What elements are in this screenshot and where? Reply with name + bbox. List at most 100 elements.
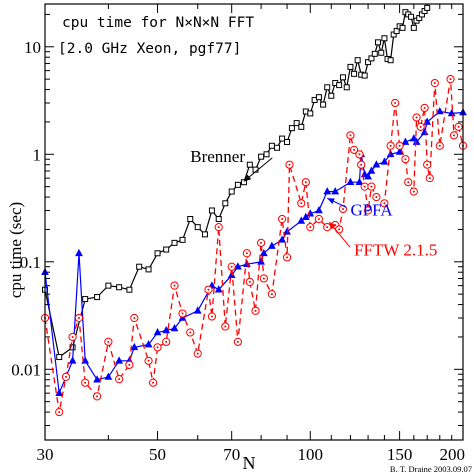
plot-frame (44, 3, 464, 441)
credit-text: B. T. Draine 2003.09.07 (390, 464, 472, 474)
chart-title-line-2: [2.0 GHz Xeon, pgf77] (58, 41, 241, 57)
data-point (328, 92, 335, 99)
data-point-center (165, 340, 168, 343)
data-point (367, 166, 376, 174)
data-point (435, 107, 444, 115)
data-point-center (248, 280, 251, 283)
data-point-center (358, 153, 361, 156)
data-point (193, 306, 202, 314)
data-point-center (128, 363, 131, 366)
data-point-center (300, 202, 303, 205)
annotation-arrowhead (329, 221, 337, 230)
data-point-center (457, 125, 460, 128)
data-point (162, 325, 171, 334)
data-point (214, 285, 223, 293)
data-point (284, 139, 291, 146)
data-point (278, 235, 286, 243)
data-point (409, 134, 418, 142)
data-point-center (353, 148, 356, 151)
data-point (179, 236, 186, 243)
data-point (130, 342, 139, 351)
data-point (201, 231, 208, 238)
data-point-center (133, 317, 136, 320)
data-point (227, 270, 236, 279)
data-point (93, 375, 101, 383)
data-point (354, 57, 361, 64)
data-point (410, 24, 417, 31)
chart-title-line-1: cpu time for N×N×N FFT (62, 15, 254, 31)
x-tick-label: 100 (298, 445, 324, 464)
data-point (347, 63, 354, 70)
x-axis-label: N (243, 453, 256, 473)
data-point-center (281, 218, 284, 221)
y-tick-label: 0.1 (20, 253, 41, 272)
data-point (381, 35, 388, 42)
data-point (408, 13, 415, 20)
data-point-center (309, 226, 312, 229)
data-point-center (118, 378, 121, 381)
annotation-fftw-2-1-5: FFTW 2.1.5 (328, 221, 437, 259)
data-point-center (254, 309, 257, 312)
axis-ticks (44, 4, 464, 440)
data-point-center (326, 226, 329, 229)
data-point-center (288, 163, 291, 166)
x-tick-label: 50 (149, 445, 166, 464)
data-point-center (107, 340, 110, 343)
data-point (301, 212, 310, 220)
data-point-center (428, 177, 431, 180)
annotation-arrowhead (327, 198, 335, 204)
data-point (395, 147, 404, 155)
data-point (320, 101, 327, 108)
data-point-center (224, 325, 227, 328)
data-point-center (196, 352, 199, 355)
data-point (412, 137, 421, 145)
data-point-center (438, 144, 441, 147)
data-point-center (375, 196, 378, 199)
annotation-label: FFTW 2.1.5 (354, 240, 437, 259)
data-point-center (317, 218, 320, 221)
data-point-center (262, 277, 265, 280)
data-point-center (71, 335, 74, 338)
annotation-label: GPFA (350, 200, 393, 219)
data-point (268, 142, 275, 149)
annotation-label: Brenner (190, 147, 245, 166)
data-point (336, 82, 343, 89)
data-point-center (389, 144, 392, 147)
data-point-center (217, 226, 220, 229)
annotation-gpfa: GPFA (327, 197, 393, 219)
data-point (234, 181, 241, 188)
annotation-arrowhead (243, 174, 252, 182)
data-point (346, 177, 355, 186)
tick-labels: 0.01 0.1 1 10 30 50 70 100 150 200 (11, 38, 465, 464)
data-point-center (173, 284, 176, 287)
data-point-center (77, 317, 80, 320)
data-point (75, 248, 83, 257)
series-brenner (42, 4, 431, 361)
data-point (246, 161, 253, 168)
data-point (116, 284, 123, 291)
data-point-center (341, 207, 344, 210)
data-point (393, 28, 400, 35)
data-point-center (433, 82, 436, 85)
data-point (240, 179, 247, 186)
data-point-center (156, 346, 159, 349)
data-point (375, 39, 382, 46)
data-point (258, 153, 265, 160)
data-point (187, 216, 194, 223)
data-point (424, 4, 431, 11)
series-layer (40, 4, 468, 417)
data-point-center (412, 190, 415, 193)
data-point (339, 74, 346, 81)
annotations: Brenner GPFA FFTW 2.1.5 (190, 147, 437, 259)
data-point (194, 224, 201, 231)
data-point-center (426, 163, 429, 166)
data-point-center (236, 340, 239, 343)
data-point (115, 356, 124, 364)
data-point-center (96, 395, 99, 398)
data-point-center (453, 134, 456, 137)
data-point (324, 84, 331, 91)
data-point (154, 250, 161, 257)
data-point (82, 296, 89, 303)
data-point (208, 207, 215, 214)
data-point (323, 187, 332, 195)
